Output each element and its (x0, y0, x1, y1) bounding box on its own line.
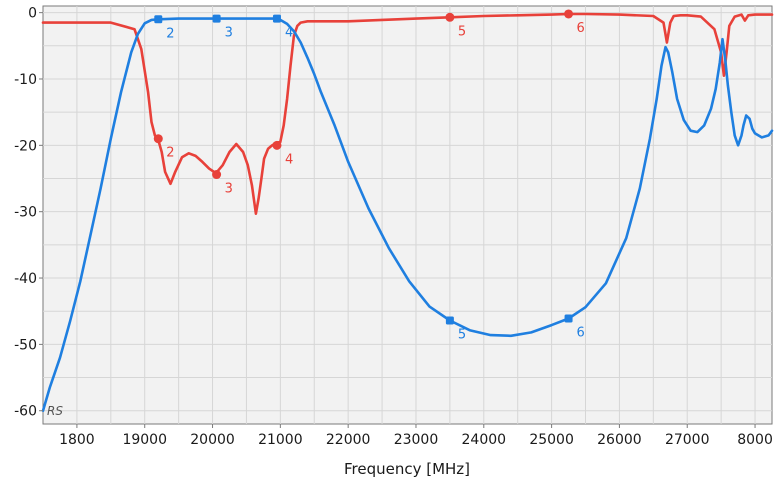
series-layer (41, 12, 774, 412)
x-tick-label: 23000 (394, 432, 439, 448)
marker-label: 2 (166, 26, 174, 41)
marker-point (564, 314, 573, 323)
marker-label: 5 (458, 327, 466, 342)
marker-label: 5 (458, 24, 466, 39)
y-tick-label: -40 (14, 271, 37, 287)
y-tick-label: 0 (28, 6, 37, 22)
marker-point (153, 134, 163, 144)
plot-area (42, 5, 773, 425)
y-tick-label: -60 (14, 404, 37, 420)
marker-label: 6 (577, 326, 585, 341)
x-axis-ticks: 1800 19000 20000 21000 22000 23000 24000 25000 2… (59, 424, 773, 448)
x-tick-label: 27000 (665, 432, 710, 448)
marker-point (212, 14, 221, 23)
series-line-2 (41, 17, 774, 412)
x-tick-label: 8000 (737, 432, 773, 448)
y-axis-ticks: 0 -10 -20 -30 -40 -50 -60 (14, 6, 43, 420)
x-tick-label: 19000 (122, 432, 167, 448)
x-tick-label: 25000 (529, 432, 574, 448)
y-tick-label: -20 (14, 138, 37, 154)
marker-point (272, 14, 281, 23)
marker-label: 4 (285, 152, 293, 167)
marker-label: 3 (225, 26, 233, 41)
x-tick-label: 1800 (59, 432, 95, 448)
marker-point (564, 9, 574, 19)
marker-point (272, 140, 282, 150)
marker-label: 6 (577, 21, 585, 36)
watermark-label: RS (47, 404, 63, 418)
markers-layer: 2 3 4 5 6 2 3 4 5 6 (153, 9, 585, 342)
x-tick-label: 26000 (597, 432, 642, 448)
y-tick-label: -10 (14, 72, 37, 88)
marker-point (212, 170, 222, 180)
marker-point (154, 15, 163, 24)
x-tick-label: 20000 (190, 432, 235, 448)
x-tick-label: 22000 (326, 432, 371, 448)
y-tick-label: -30 (14, 205, 37, 221)
x-axis-label: Frequency [MHz] (344, 460, 470, 478)
marker-point (445, 12, 455, 22)
marker-point (445, 316, 454, 325)
y-tick-label: -50 (14, 337, 37, 353)
marker-label: 2 (166, 146, 174, 161)
x-tick-label: 21000 (258, 432, 303, 448)
marker-label: 3 (225, 182, 233, 197)
marker-label: 4 (285, 26, 293, 41)
x-tick-label: 24000 (462, 432, 507, 448)
series-line-1 (41, 12, 774, 215)
